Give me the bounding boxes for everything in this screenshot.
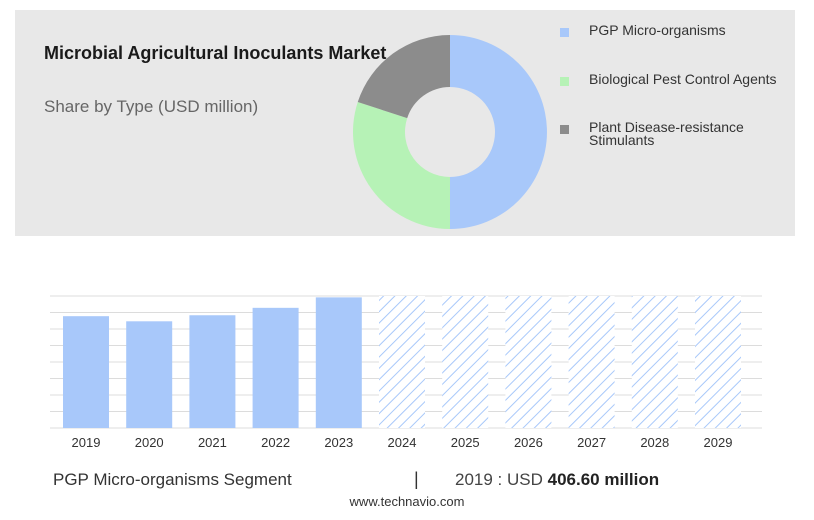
chart-title: Microbial Agricultural Inoculants Market <box>44 40 386 66</box>
segment-value-amount: 406.60 million <box>547 470 660 489</box>
x-tick-label: 2026 <box>514 435 543 450</box>
legend-label: Biological Pest Control Agents <box>589 71 777 87</box>
legend-swatch <box>560 77 569 86</box>
segment-value: 2019 : USD 406.60 million <box>455 470 659 490</box>
x-tick-label: 2021 <box>198 435 227 450</box>
legend-swatch <box>560 28 569 37</box>
title-text: Microbial Agricultural Inoculants Market <box>44 43 387 63</box>
chart-subtitle: Share by Type (USD million) <box>44 97 259 116</box>
donut-slice-1 <box>353 102 450 229</box>
forecast-bar-2026 <box>505 296 552 428</box>
legend-item: Biological Pest Control Agents <box>560 71 779 87</box>
legend-label: PGP Micro-organisms <box>589 22 726 38</box>
bar-chart: 2019 2020 2021 2022 2023 2024 2025 2026 2027 2028… <box>50 295 762 450</box>
forecast-bar-2028 <box>631 296 678 428</box>
legend-swatch <box>560 125 569 134</box>
bar-2023 <box>315 297 362 428</box>
forecast-bar-2027 <box>568 296 615 428</box>
x-tick-label: 2020 <box>135 435 164 450</box>
segment-label: PGP Micro-organisms Segment <box>53 470 292 489</box>
x-tick-label: 2022 <box>261 435 290 450</box>
bar-2021 <box>189 315 236 428</box>
x-tick-label: 2019 <box>72 435 101 450</box>
footer-separator: | <box>414 469 419 489</box>
legend-item: Plant Disease-resistance Stimulants <box>560 119 779 148</box>
x-tick-label: 2024 <box>388 435 417 450</box>
segment-value-prefix: 2019 : USD <box>455 470 548 489</box>
donut-slice-2 <box>357 35 450 119</box>
x-tick-label: 2028 <box>640 435 669 450</box>
donut-slice-0 <box>450 35 547 229</box>
x-tick-label: 2025 <box>451 435 480 450</box>
source-url: www.technavio.com <box>349 494 465 509</box>
forecast-bar-2025 <box>442 296 489 428</box>
x-tick-label: 2023 <box>324 435 353 450</box>
legend-label: Plant Disease-resistance Stimulants <box>589 119 744 148</box>
forecast-bar-2029 <box>695 296 741 428</box>
bar-2022 <box>252 307 299 428</box>
bar-2020 <box>126 321 173 428</box>
legend-item: PGP Micro-organisms <box>560 22 779 38</box>
forecast-bar-2024 <box>379 296 425 428</box>
x-tick-label: 2029 <box>704 435 733 450</box>
donut-chart <box>353 35 547 229</box>
x-tick-label: 2027 <box>577 435 606 450</box>
bar-2019 <box>63 316 109 428</box>
